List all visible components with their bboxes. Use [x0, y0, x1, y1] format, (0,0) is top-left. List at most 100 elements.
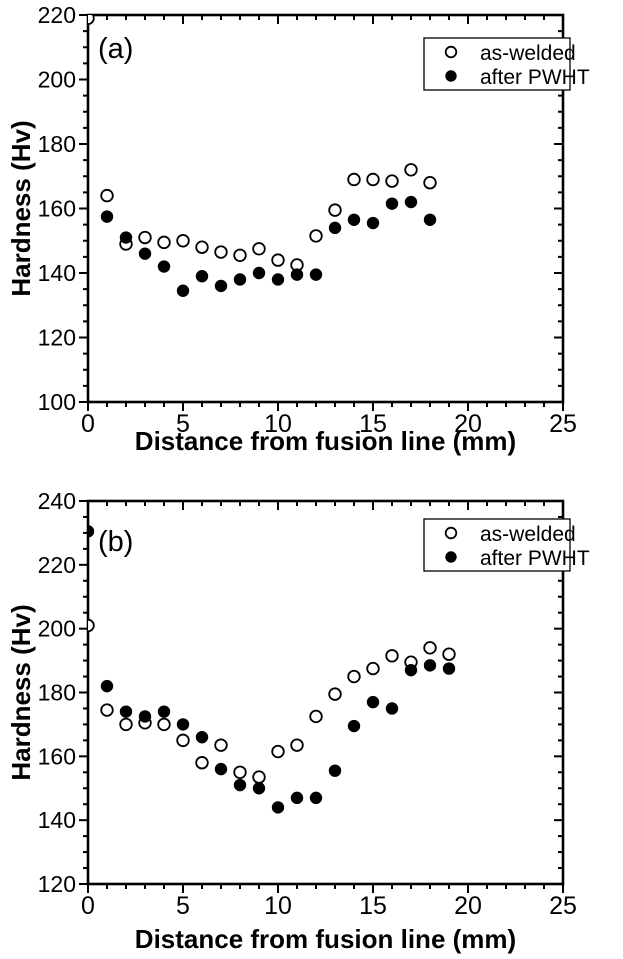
- y-tick-label: 220: [38, 552, 76, 578]
- filled-circle-marker: [195, 270, 209, 283]
- open-circle-marker: [138, 230, 152, 245]
- filled-circle-marker: [404, 663, 418, 677]
- y-axis-title: Hardness (Hv): [6, 604, 36, 780]
- filled-circle-marker: [214, 279, 228, 293]
- x-axis-title: Distance from fusion line (mm): [135, 924, 516, 954]
- x-tick-label: 25: [549, 410, 577, 438]
- y-tick-label: 160: [38, 196, 76, 222]
- y-tick-label: 100: [38, 389, 76, 415]
- filled-circle-marker: [100, 210, 114, 223]
- open-circle-marker: [444, 45, 458, 59]
- open-circle-marker: [119, 717, 133, 732]
- legend-label: as-welded: [480, 523, 576, 546]
- open-circle-marker: [233, 248, 247, 262]
- open-circle-marker: [423, 641, 437, 655]
- open-circle-marker: [176, 234, 190, 248]
- y-tick-label: 220: [38, 2, 76, 28]
- open-circle-marker: [385, 174, 399, 188]
- filled-circle-marker: [271, 273, 285, 286]
- filled-circle-marker: [290, 268, 304, 281]
- filled-circle-marker: [442, 662, 456, 675]
- open-circle-marker: [444, 526, 458, 540]
- filled-circle-marker: [328, 221, 342, 235]
- series-after-PWHT: [100, 195, 437, 297]
- open-circle-marker: [214, 245, 228, 259]
- filled-circle-marker: [445, 551, 457, 563]
- series-as-welded: [88, 618, 456, 784]
- filled-circle-marker: [404, 195, 418, 209]
- open-circle-marker: [366, 172, 380, 187]
- filled-circle-marker: [119, 231, 133, 244]
- open-circle-marker: [347, 172, 361, 187]
- filled-circle-marker: [88, 525, 95, 538]
- filled-circle-marker: [195, 730, 209, 744]
- x-tick-labels: 0 5 10 15 20 25: [81, 410, 577, 438]
- x-tick-label: 20: [454, 410, 482, 438]
- filled-circle-marker: [252, 782, 266, 795]
- filled-circle-marker: [445, 70, 457, 82]
- y-tick-labels: 100 120 140 160 180 200 220: [38, 2, 76, 415]
- chart-b: 0 5 10 15 20 25 120 140 160 180 200 220 240 Distance …: [0, 480, 623, 959]
- open-circle-marker: [366, 661, 380, 676]
- open-circle-marker: [195, 240, 209, 254]
- chart-b-canvas: 0 5 10 15 20 25 120 140 160 180 200 220 240 Distance …: [6, 488, 590, 954]
- open-circle-marker: [271, 744, 285, 759]
- x-axis-title: Distance from fusion line (mm): [135, 426, 516, 456]
- y-tick-label: 180: [38, 131, 76, 157]
- chart-a: 0 5 10 15 20 25 100 120 140 160 180 200 220 Distance …: [6, 2, 590, 456]
- open-circle-marker: [195, 756, 209, 770]
- filled-circle-marker: [309, 791, 323, 805]
- filled-circle-marker: [138, 710, 152, 723]
- y-tick-labels: 120 140 160 180 200 220 240: [38, 488, 76, 897]
- open-circle-marker: [252, 242, 266, 256]
- filled-circle-marker: [309, 268, 323, 281]
- legend-label: as-welded: [480, 42, 576, 65]
- x-tick-label: 0: [81, 892, 95, 920]
- y-tick-label: 180: [38, 680, 76, 706]
- open-circle-marker: [252, 770, 266, 784]
- x-tick-label: 5: [176, 892, 190, 920]
- filled-circle-marker: [271, 801, 285, 814]
- chart-a-canvas: 0 5 10 15 20 25 100 120 140 160 180 200 220 Distance …: [6, 2, 590, 456]
- open-circle-marker: [214, 738, 228, 752]
- x-tick-labels: 0 5 10 15 20 25: [81, 892, 577, 920]
- filled-circle-marker: [423, 659, 437, 672]
- open-circle-marker: [328, 203, 342, 217]
- open-circle-marker: [100, 188, 114, 203]
- legend-label: after PWHT: [480, 66, 590, 89]
- open-circle-marker: [442, 647, 456, 661]
- open-circle-marker: [157, 717, 171, 732]
- y-tick-label: 200: [38, 616, 76, 642]
- y-axis-title: Hardness (Hv): [6, 120, 36, 296]
- open-circle-marker: [157, 235, 171, 250]
- x-tick-label: 25: [549, 892, 577, 920]
- axis-ticks: [79, 500, 564, 893]
- open-circle-marker: [271, 253, 285, 267]
- y-tick-label: 140: [38, 807, 76, 833]
- filled-circle-marker: [214, 762, 228, 776]
- filled-circle-marker: [119, 705, 133, 718]
- open-circle-marker: [404, 163, 418, 177]
- x-tick-label: 15: [359, 410, 387, 438]
- filled-circle-marker: [347, 213, 361, 226]
- filled-circle-marker: [385, 197, 399, 210]
- filled-circle-marker: [366, 216, 380, 230]
- open-circle-marker: [328, 687, 342, 701]
- y-tick-label: 120: [38, 325, 76, 351]
- filled-circle-marker: [347, 719, 361, 733]
- y-tick-label: 240: [38, 488, 76, 514]
- x-tick-label: 15: [359, 892, 387, 920]
- x-tick-label: 0: [81, 410, 95, 438]
- filled-circle-marker: [233, 273, 247, 286]
- open-circle-marker: [88, 15, 95, 25]
- filled-circle-marker: [157, 705, 171, 718]
- filled-circle-marker: [157, 260, 171, 273]
- panel-label: (b): [98, 526, 133, 558]
- filled-circle-marker: [423, 213, 437, 226]
- panel-label: (a): [98, 33, 133, 65]
- legend-label: after PWHT: [480, 547, 590, 570]
- open-circle-marker: [309, 229, 323, 243]
